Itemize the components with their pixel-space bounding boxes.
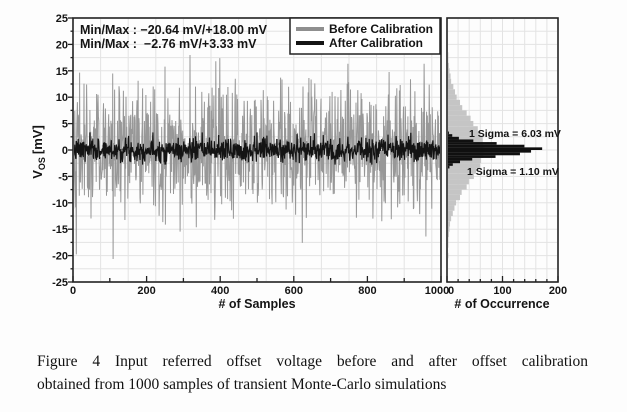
tick-label: -10 [52,198,68,210]
hist-bar-before [448,68,450,74]
caption-line-2: obtained from 1000 samples of transient … [37,376,447,393]
hist-bar-before [448,168,477,174]
hist-bar-before [448,237,449,243]
tick-label: 0 [62,145,68,157]
hist-bar-after [448,144,525,148]
offset-traces [74,54,440,260]
tick-label: 5 [62,119,68,131]
hist-bar-before [448,84,454,90]
tick-label: 10 [56,92,68,104]
offset-voltage-figure: 0 200 400 600 800 10002520151050-5-10-15-20-2… [30,13,567,311]
axis-ticks [68,17,559,283]
hist-bar-after [448,150,532,153]
hist-bar-after [448,165,450,169]
hist-bar-after [448,147,543,150]
y-axis-label-unit: [mV] [30,125,45,154]
hist-bar-before [448,126,478,132]
tick-label: 25 [56,13,68,25]
tick-label: 20 [56,39,68,51]
hist-bar-before [448,242,449,248]
axis-tick-labels: 0 200 400 600 800 10002520151050-5-10-15-20-2… [52,13,567,297]
hist-bar-before [448,231,449,238]
hist-bar-before [448,216,452,222]
hist-bar-before [448,115,471,121]
tick-label: 100 [493,285,511,297]
hist-bar-before [448,163,480,169]
caption-line-1: Figure 4 Input referred offset voltage b… [37,353,588,370]
hist-bar-before [448,110,467,116]
hist-bar-before [448,131,480,137]
hist-bar-before [448,105,463,111]
hist-bar-before [448,205,455,211]
hist-bar-before [448,210,453,216]
tick-label: -5 [58,171,68,183]
hist-bar-before [448,200,457,206]
y-axis-label-v: V [30,170,45,179]
hist-bar-before [448,89,456,95]
hist-bar-before [448,73,451,79]
hist-bar-after [448,155,496,158]
hist-bar-before [448,94,457,100]
tick-label: 400 [211,285,229,297]
trace-after-calibration [74,132,440,165]
hist-bar-before [448,226,450,232]
tick-label: 0 [70,285,76,297]
sigma-before-annotation: 1 Sigma = 6.03 mV [469,128,561,140]
hist-bar-before [448,173,474,180]
hist-bar-after [448,131,449,135]
legend-box [289,17,441,55]
tick-label: 600 [285,285,303,297]
hist-bar-before [448,189,462,195]
hist-bar-before [448,78,452,84]
hist-bar-after [448,142,497,145]
hist-bar-before [448,184,467,190]
hist-bar-before [448,52,449,58]
sigma-after-annotation: 1 Sigma = 1.10 mV [467,166,559,178]
hist-bar-after [448,134,453,137]
hist-bar-before [448,221,451,227]
tick-label: 0 [448,285,454,297]
occurrence-histogram [448,52,543,259]
hist-bar-before [448,62,449,69]
hist-bar-after [448,136,459,140]
tick-label: 200 [549,285,567,297]
x-axis-label-samples: # of Samples [218,297,295,311]
hist-bar-before [448,99,461,106]
hist-bar-before [448,252,449,259]
tick-label: 800 [358,285,376,297]
tick-label: -20 [52,251,68,263]
hist-bar-before [448,120,474,127]
y-axis-label-sub: OS [37,157,47,170]
legend: Before Calibration After Calibration [289,17,441,55]
hist-bar-before [448,179,469,185]
x-axis-label-occurrence: # of Occurrence [454,297,549,311]
hist-bar-after [448,139,474,143]
tick-label: -25 [52,277,68,289]
figure-caption: Figure 4 Input referred offset voltage b… [37,350,588,396]
minmax-before-annotation: Min/Max : −20.64 mV/+18.00 mV [80,23,268,37]
hist-bar-before [448,194,461,201]
tick-label: 15 [56,66,68,78]
legend-label-before: Before Calibration [329,22,433,36]
hist-bar-before [448,57,449,63]
hist-bar-after [448,157,473,161]
minmax-after-annotation: Min/Max : −2.76 mV/+3.33 mV [80,37,257,51]
hist-bar-after [448,152,520,156]
tick-label: -15 [52,224,68,236]
tick-label: 200 [137,285,155,297]
tick-label: 1000 [425,285,449,297]
y-axis-label: VOS [mV] [30,125,47,179]
hist-bar-after [448,160,461,164]
hist-bar-after [448,163,453,166]
legend-label-after: After Calibration [329,36,423,50]
